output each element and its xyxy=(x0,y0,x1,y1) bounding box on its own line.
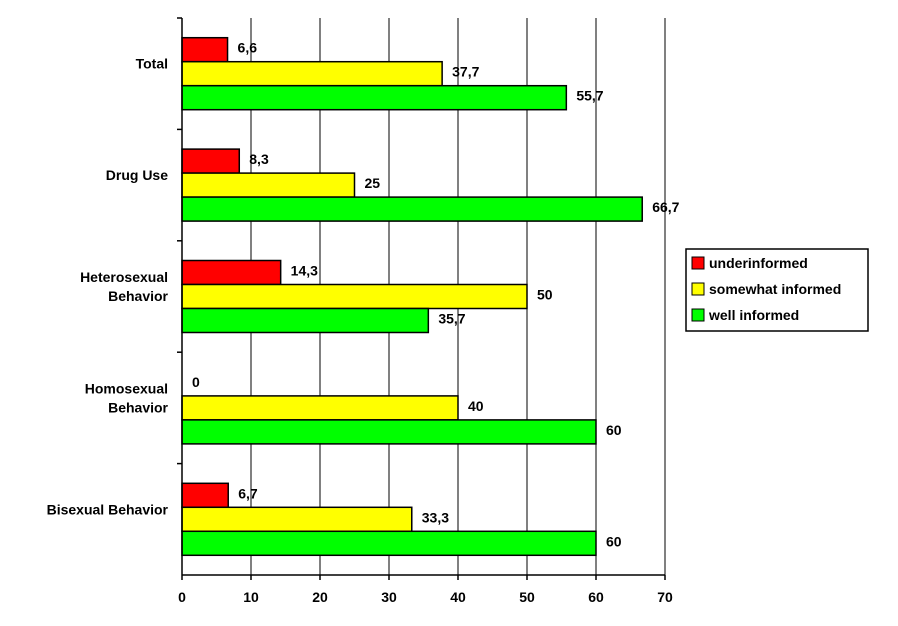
data-label-well-informed-3: 60 xyxy=(606,422,622,438)
x-tick-label-3: 30 xyxy=(381,589,397,605)
bar-underinformed-4 xyxy=(181,482,229,509)
legend-label-underinformed: underinformed xyxy=(709,255,808,271)
legend-box xyxy=(685,248,869,332)
legend-label-well-informed: well informed xyxy=(708,307,799,323)
bar-somewhat-informed-1 xyxy=(181,172,356,198)
category-label-3-0: Homosexual xyxy=(85,380,168,396)
data-label-underinformed-0: 6,6 xyxy=(238,40,258,56)
x-tick-label-5: 50 xyxy=(519,589,535,605)
data-label-somewhat-informed-1: 25 xyxy=(365,175,381,191)
legend-swatch-well-informed xyxy=(691,308,705,322)
category-label-4-0: Bisexual Behavior xyxy=(47,501,169,517)
bar-well-informed-3 xyxy=(181,419,597,445)
data-label-underinformed-3: 0 xyxy=(192,374,200,390)
x-tick-label-1: 10 xyxy=(243,589,259,605)
bar-somewhat-informed-3 xyxy=(181,395,459,421)
category-label-2-0: Heterosexual xyxy=(80,269,168,285)
bar-somewhat-informed-4 xyxy=(181,506,413,533)
data-label-well-informed-2: 35,7 xyxy=(438,311,465,327)
bar-well-informed-0 xyxy=(181,84,568,111)
data-label-well-informed-1: 66,7 xyxy=(652,199,679,215)
x-tick-label-2: 20 xyxy=(312,589,328,605)
bar-somewhat-informed-2 xyxy=(181,283,528,310)
x-tick-label-7: 70 xyxy=(657,589,673,605)
bar-well-informed-1 xyxy=(181,196,643,222)
bar-well-informed-2 xyxy=(181,307,430,334)
data-labels: 6,6 37,7 55,7 8,3 25 66,7 14,3 50 35,7 0 40 60 6,7 33… xyxy=(192,40,680,550)
category-label-0-0: Total xyxy=(136,56,168,72)
data-label-well-informed-0: 55,7 xyxy=(576,88,603,104)
bar-underinformed-2 xyxy=(181,259,282,286)
axes: Total Drug Use Heterosexual Behavior Homosex… xyxy=(47,17,673,605)
x-tick-label-6: 60 xyxy=(588,589,604,605)
bar-somewhat-informed-0 xyxy=(181,60,443,87)
bar-well-informed-4 xyxy=(181,530,597,557)
data-label-somewhat-informed-4: 33,3 xyxy=(422,509,449,525)
bar-underinformed-0 xyxy=(181,36,229,63)
legend-swatch-somewhat-informed xyxy=(691,282,705,296)
data-label-underinformed-4: 6,7 xyxy=(238,485,258,501)
x-tick-label-4: 40 xyxy=(450,589,466,605)
data-label-underinformed-1: 8,3 xyxy=(249,151,269,167)
legend: underinformed somewhat informed well infor… xyxy=(685,248,869,332)
legend-label-somewhat-informed: somewhat informed xyxy=(709,281,841,297)
category-label-3-1: Behavior xyxy=(108,399,168,415)
bar-underinformed-1 xyxy=(181,148,241,174)
x-tick-label-0: 0 xyxy=(178,589,186,605)
data-label-somewhat-informed-0: 37,7 xyxy=(452,64,479,80)
category-label-1-0: Drug Use xyxy=(106,167,168,183)
data-label-somewhat-informed-3: 40 xyxy=(468,398,484,414)
bars xyxy=(181,36,643,557)
category-label-2-1: Behavior xyxy=(108,288,168,304)
data-label-well-informed-4: 60 xyxy=(606,533,622,549)
legend-swatch-underinformed xyxy=(691,256,705,270)
data-label-somewhat-informed-2: 50 xyxy=(537,287,553,303)
data-label-underinformed-2: 14,3 xyxy=(291,263,318,279)
